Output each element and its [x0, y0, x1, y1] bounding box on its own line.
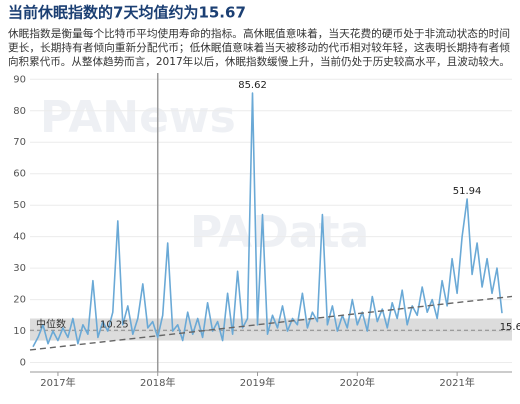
data-line: [32, 92, 503, 348]
median-value: 10.25: [100, 319, 129, 330]
y-tick-label: 40: [13, 232, 26, 243]
x-tick-label: 2017年: [40, 376, 75, 389]
data-label: 51.94: [453, 186, 482, 197]
y-tick-label: 70: [13, 137, 26, 148]
x-tick-label: 2018年: [140, 376, 175, 389]
y-tick-label: 20: [13, 295, 26, 306]
y-tick-label: 80: [13, 106, 26, 117]
y-tick-label: 10: [13, 326, 26, 337]
chart-title: 当前休眠指数的7天均值约为15.67: [8, 4, 246, 22]
subtitle: 休眠指数是衡量每个比特币平均使用寿命的指标。高休眠值意味着，当天花费的硬币处于非…: [8, 27, 510, 40]
median-label: 中位数: [36, 317, 66, 330]
data-label: 15.67: [500, 322, 520, 333]
watermark: PAData: [190, 207, 369, 258]
data-label: 85.62: [238, 80, 267, 91]
x-tick-label: 2020年: [340, 376, 375, 389]
subtitle: 向积累代币。从整体趋势而言，2017年以后，休眠指数缓慢上升，当前仍处于历史较高…: [8, 55, 510, 68]
y-tick-label: 60: [13, 169, 26, 180]
y-tick-label: 50: [13, 200, 26, 211]
subtitle: 更长，长期持有者倾向重新分配代币；低休眠值意味着当天被移动的代币相对较年轻，这表…: [8, 41, 511, 54]
watermark: PANews: [40, 92, 236, 143]
y-tick-label: 30: [13, 263, 26, 274]
trend-line: [29, 295, 513, 351]
y-tick-label: 90: [13, 74, 26, 85]
x-tick-label: 2021年: [439, 376, 474, 389]
x-tick-label: 2019年: [240, 376, 275, 389]
y-tick-label: 0: [20, 358, 26, 369]
